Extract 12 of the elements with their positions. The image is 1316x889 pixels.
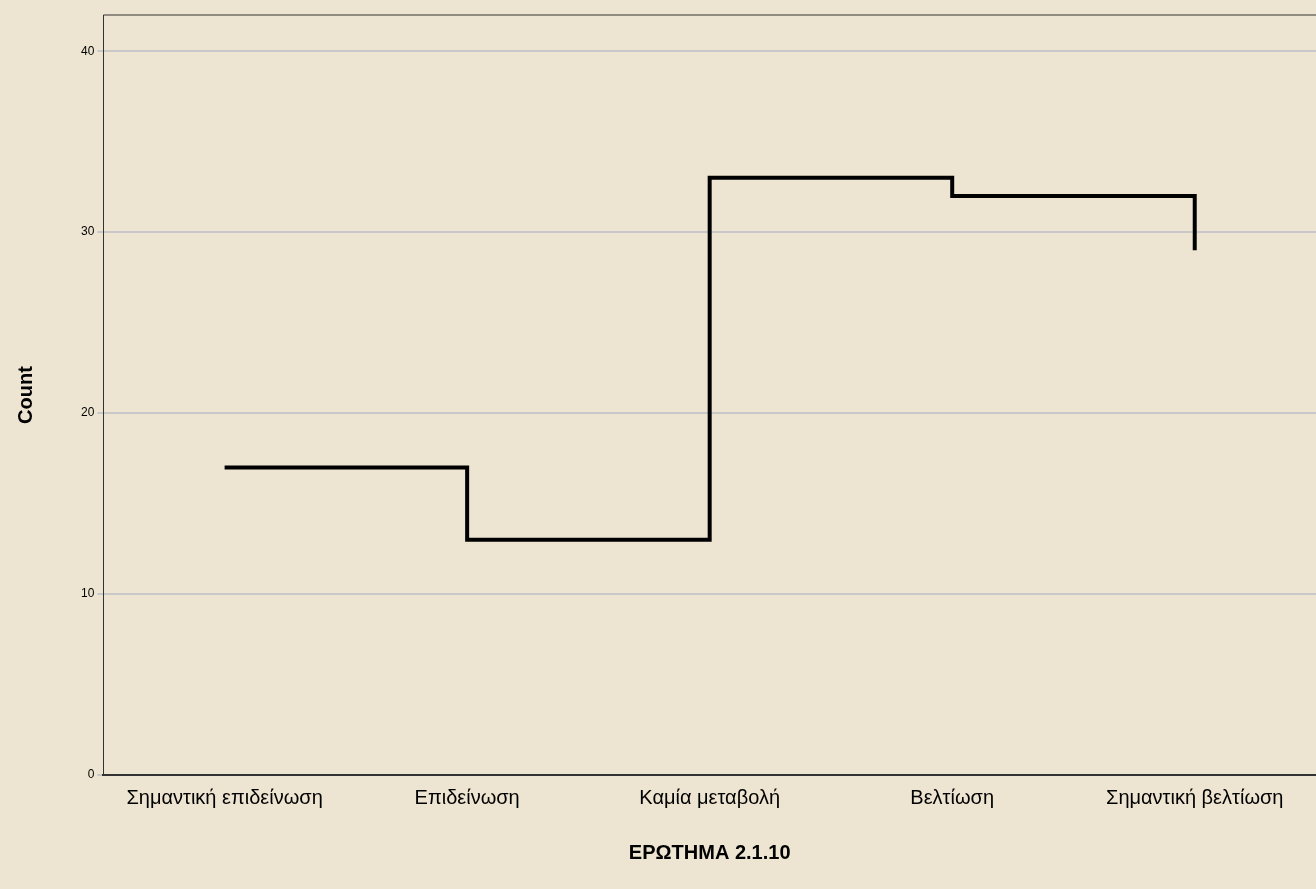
y-tick-label: 0 [87,767,95,782]
y-axis-title: Count [13,365,36,424]
x-tick-label: Επιδείνωση [414,785,520,808]
x-axis-title: ΕΡΩΤΗΜΑ 2.1.10 [628,840,791,863]
x-tick-label: Βελτίωση [910,785,995,808]
x-tick-label: Σημαντική βελτίωση [1106,785,1284,808]
y-tick-label: 30 [80,224,95,239]
x-tick-label: Καμία μεταβολή [639,785,781,808]
y-tick-label: 10 [80,586,95,601]
y-tick-label: 20 [80,405,95,420]
x-tick-label: Σημαντική επιδείνωση [126,785,323,808]
y-tick-label: 40 [80,43,95,58]
